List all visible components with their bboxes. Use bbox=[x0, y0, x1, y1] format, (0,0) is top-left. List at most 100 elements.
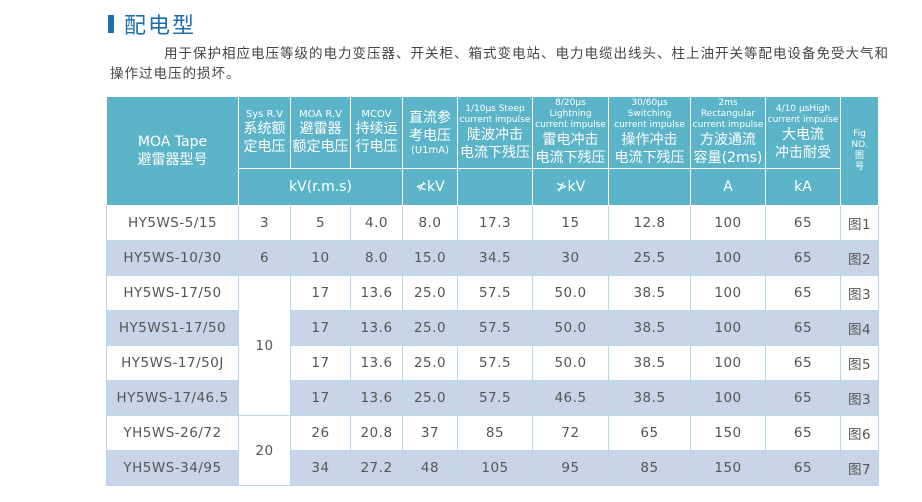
cell: 27.2 bbox=[350, 450, 403, 486]
cell: 38.5 bbox=[608, 345, 691, 381]
cell: 12.8 bbox=[608, 205, 691, 241]
cell: 25.0 bbox=[402, 275, 458, 311]
cell: 4.0 bbox=[350, 205, 403, 241]
cell: 图1 bbox=[840, 205, 879, 241]
cell: 13.6 bbox=[350, 380, 403, 416]
cell-sys-voltage: 10 bbox=[238, 275, 291, 416]
cell: 100 bbox=[690, 240, 766, 276]
cell: 50.0 bbox=[532, 310, 609, 346]
cell: 57.5 bbox=[457, 345, 533, 381]
cell: 65 bbox=[765, 415, 841, 451]
table-row: YH5WS-26/72 20 26 20.8 37 85 72 65 150 65 图6 bbox=[106, 415, 879, 486]
header-steep: 1/10μs Steep current impulse 陡波冲击 电流下残压 bbox=[457, 96, 533, 169]
cell: 13.6 bbox=[350, 310, 403, 346]
cell: 100 bbox=[690, 380, 766, 416]
cell: 65 bbox=[765, 275, 841, 311]
cell: 150 bbox=[690, 415, 766, 451]
cell: 图4 bbox=[840, 310, 879, 346]
cell: 65 bbox=[608, 415, 691, 451]
title-bar-icon bbox=[108, 15, 114, 33]
table-row: HY5WS-17/50 10 17 13.6 25.0 57.5 50.0 38.5 100 65… bbox=[106, 275, 879, 416]
section-title: 配电型 bbox=[108, 8, 196, 40]
cell: 65 bbox=[765, 380, 841, 416]
unit-high: kA bbox=[765, 168, 841, 206]
unit-steep bbox=[457, 168, 533, 206]
cell: 25.0 bbox=[402, 380, 458, 416]
header-high-current: 4/10 μsHigh current impulse 大电流 冲击耐受 bbox=[765, 96, 841, 169]
cell-model: HY5WS-10/30 bbox=[106, 240, 239, 276]
cell: 95 bbox=[532, 450, 609, 486]
cell: 图3 bbox=[840, 380, 879, 416]
cell: 13.6 bbox=[350, 275, 403, 311]
cell: 15 bbox=[532, 205, 609, 241]
cell-model: HY5WS-5/15 bbox=[106, 205, 239, 241]
description: 用于保护相应电压等级的电力变压器、开关柜、箱式变电站、电力电缆出线头、柱上油开关… bbox=[110, 46, 889, 82]
table-row: HY5WS-5/15 3 5 4.0 8.0 17.3 15 12.8 100 65 图1 bbox=[106, 205, 879, 241]
cell: 13.6 bbox=[350, 345, 403, 381]
cell: 100 bbox=[690, 310, 766, 346]
cell: 57.5 bbox=[457, 275, 533, 311]
header-fig: Fig NO. 图号 bbox=[840, 96, 879, 206]
header-lightning: 8/20μs Lightning current impulse 雷电冲击 电流下残压 bbox=[532, 96, 609, 169]
header-mcov: MCOV 持续运 行电压 bbox=[350, 96, 403, 169]
cell: 17 bbox=[290, 345, 351, 381]
cell: 57.5 bbox=[457, 310, 533, 346]
cell: 17 bbox=[290, 310, 351, 346]
cell: 150 bbox=[690, 450, 766, 486]
cell: 65 bbox=[765, 310, 841, 346]
cell-sys-voltage: 6 bbox=[238, 240, 291, 276]
cell: 10 bbox=[290, 240, 351, 276]
cell: 图3 bbox=[840, 275, 879, 311]
cell: 50.0 bbox=[532, 345, 609, 381]
header-moa: MOA R.V 避雷器 额定电压 bbox=[290, 96, 351, 169]
cell: 100 bbox=[690, 275, 766, 311]
table-row: HY5WS-17/50J 17 13.6 25.0 57.5 50.0 38.5 100 65 图… bbox=[106, 345, 879, 381]
cell: 25.0 bbox=[402, 310, 458, 346]
cell: 17 bbox=[290, 275, 351, 311]
cell: 57.5 bbox=[457, 380, 533, 416]
title-text: 配电型 bbox=[124, 14, 197, 39]
cell: 37 bbox=[402, 415, 458, 451]
cell: 17.3 bbox=[457, 205, 533, 241]
cell: 65 bbox=[765, 450, 841, 486]
cell: 85 bbox=[608, 450, 691, 486]
cell-sys-voltage: 20 bbox=[238, 415, 291, 486]
cell: 25.0 bbox=[402, 345, 458, 381]
cell: 图5 bbox=[840, 345, 879, 381]
cell: 8.0 bbox=[402, 205, 458, 241]
unit-dc: ≮kV bbox=[402, 168, 458, 206]
cell: 48 bbox=[402, 450, 458, 486]
cell: 25.5 bbox=[608, 240, 691, 276]
table-row: HY5WS1-17/50 17 13.6 25.0 57.5 50.0 38.5 100 65 图… bbox=[106, 310, 879, 346]
cell-sys-voltage: 3 bbox=[238, 205, 291, 241]
cell-model: YH5WS-26/72 bbox=[106, 415, 239, 451]
cell: 图7 bbox=[840, 450, 879, 486]
cell-model: HY5WS1-17/50 bbox=[106, 310, 239, 346]
cell: 5 bbox=[290, 205, 351, 241]
cell: 34 bbox=[290, 450, 351, 486]
header-dc: 直流参 考电压 (U1mA) bbox=[402, 96, 458, 169]
table-row: HY5WS-10/30 6 10 8.0 15.0 34.5 30 25.5 100 65 图2 bbox=[106, 240, 879, 276]
cell: 38.5 bbox=[608, 275, 691, 311]
cell: 65 bbox=[765, 240, 841, 276]
cell: 46.5 bbox=[532, 380, 609, 416]
cell-model: HY5WS-17/50 bbox=[106, 275, 239, 311]
cell: 72 bbox=[532, 415, 609, 451]
cell: 38.5 bbox=[608, 310, 691, 346]
cell: 20.8 bbox=[350, 415, 403, 451]
cell: 65 bbox=[765, 205, 841, 241]
cell: 50.0 bbox=[532, 275, 609, 311]
header-switching: 30/60μs Switching current impulse 操作冲击 电流下残… bbox=[608, 96, 691, 169]
unit-rect: A bbox=[690, 168, 766, 206]
header-sys: Sys R.V 系统额 定电压 bbox=[238, 96, 291, 169]
cell: 17 bbox=[290, 380, 351, 416]
cell: 30 bbox=[532, 240, 609, 276]
cell: 图2 bbox=[840, 240, 879, 276]
cell: 100 bbox=[690, 205, 766, 241]
unit-switching bbox=[608, 168, 691, 206]
cell: 38.5 bbox=[608, 380, 691, 416]
header-model: MOA Tape 避雷器型号 bbox=[106, 96, 239, 206]
unit-kv-rms: kV(r.m.s) bbox=[238, 168, 403, 206]
table-row: YH5WS-34/95 34 27.2 48 105 95 85 150 65 图7 bbox=[106, 450, 879, 486]
cell: 100 bbox=[690, 345, 766, 381]
